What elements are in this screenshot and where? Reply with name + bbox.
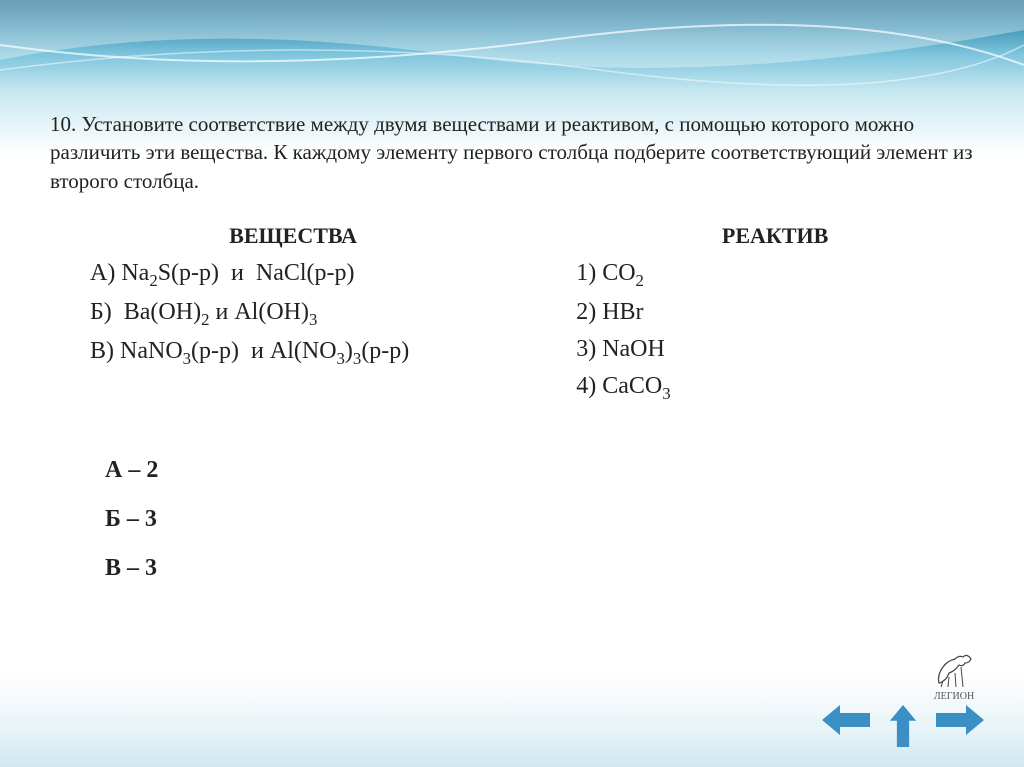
reagent-row: 2) HBr: [576, 294, 974, 331]
reagent-row: 3) NaOH: [576, 331, 974, 368]
publisher-logo: ЛЕГИОН: [929, 645, 979, 702]
up-arrow-icon[interactable]: [888, 705, 918, 747]
columns: ВЕЩЕСТВА А) Na2S(р-р) и NaCl(р-р)Б) Ba(O…: [50, 223, 974, 407]
nav-controls: [822, 705, 984, 747]
substance-row: Б) Ba(OH)2 и Al(OH)3: [50, 294, 536, 333]
answer-line: А – 2: [105, 457, 974, 484]
logo-text: ЛЕГИОН: [934, 691, 974, 702]
header-wave: [0, 0, 1024, 120]
question-body: Установите соответствие между двумя веще…: [50, 112, 973, 193]
reagent-row: 4) CaCO3: [576, 368, 974, 407]
substance-row: А) Na2S(р-р) и NaCl(р-р): [50, 255, 536, 294]
reagent-row: 1) CO2: [576, 255, 974, 294]
answers-block: А – 2 Б – 3 В – 3: [50, 457, 974, 582]
answer-line: Б – 3: [105, 506, 974, 533]
slide-content: 10. Установите соответствие между двумя …: [50, 110, 974, 604]
substances-column: ВЕЩЕСТВА А) Na2S(р-р) и NaCl(р-р)Б) Ba(O…: [50, 223, 536, 407]
substance-row: В) NaNO3(р-р) и Al(NO3)3(р-р): [50, 333, 536, 372]
substances-header: ВЕЩЕСТВА: [50, 223, 536, 249]
reagents-header: РЕАКТИВ: [576, 223, 974, 249]
reagents-column: РЕАКТИВ 1) CO22) HBr3) NaOH4) CaCO3: [576, 223, 974, 407]
answer-line: В – 3: [105, 555, 974, 582]
question-number: 10.: [50, 112, 76, 136]
next-arrow-icon[interactable]: [936, 705, 984, 735]
prev-arrow-icon[interactable]: [822, 705, 870, 735]
question-text: 10. Установите соответствие между двумя …: [50, 110, 974, 195]
